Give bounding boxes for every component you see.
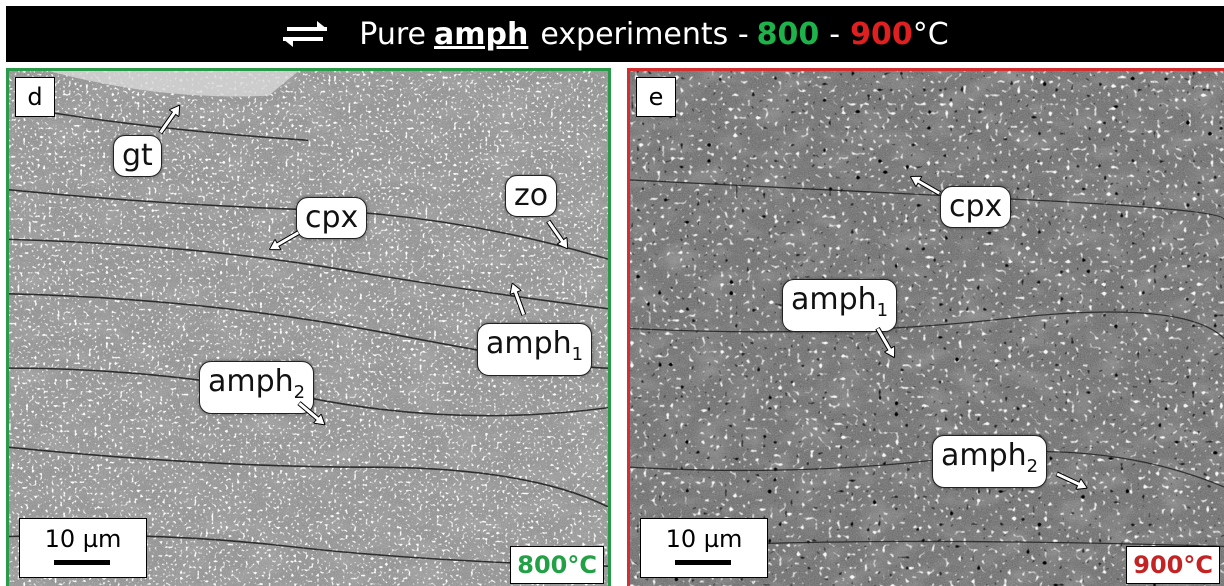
scale-line-e — [675, 560, 731, 565]
panel-d-micrograph: d gt cpx zo amph1 amph2 10 µm 800°C — [6, 68, 611, 586]
scale-line-d — [54, 560, 110, 565]
shear-arrows-icon — [283, 21, 328, 47]
panel-letter-d: d — [15, 77, 55, 117]
arrow-amph2-d-icon — [296, 400, 326, 426]
label-cpx-d: cpx — [296, 197, 368, 239]
panel-e-micrograph: e cpx amph1 amph2 10 µm 900°C — [627, 68, 1224, 586]
label-amph2-d: amph2 — [199, 361, 315, 414]
label-gt: gt — [113, 135, 162, 177]
arrow-amph1-e-icon — [875, 326, 896, 359]
arrow-cpx-d-icon — [268, 230, 301, 251]
scale-label-e: 10 µm — [665, 525, 743, 553]
title-temp-high: 900 — [850, 16, 913, 52]
label-amph1-e: amph1 — [782, 279, 898, 332]
label-zo: zo — [505, 175, 558, 217]
scale-bar-d: 10 µm — [19, 518, 147, 578]
arrow-amph1-d-icon — [509, 282, 527, 317]
arrow-gt-icon — [157, 104, 181, 135]
title-middle: experiments - — [540, 16, 749, 52]
title-mineral: amph — [434, 16, 529, 52]
sem-image-900 — [630, 71, 1224, 586]
scale-bar-e: 10 µm — [640, 518, 768, 578]
panel-letter-e: e — [636, 77, 676, 117]
title-prefix: Pure — [359, 16, 427, 52]
label-cpx-e: cpx — [940, 186, 1012, 228]
label-amph1-d: amph1 — [477, 323, 593, 376]
arrow-amph2-e-icon — [1055, 471, 1089, 490]
arrow-cpx-e-icon — [909, 175, 942, 196]
title-bar: Pure amph experiments - 800 - 900 °C — [6, 6, 1224, 62]
title-dash: - — [829, 16, 841, 52]
arrow-zo-icon — [545, 219, 569, 250]
temperature-label-e: 900°C — [1126, 546, 1220, 584]
title-unit: °C — [912, 16, 949, 52]
temperature-label-d: 800°C — [510, 546, 604, 584]
label-amph2-e: amph2 — [932, 435, 1048, 488]
scale-label-d: 10 µm — [44, 525, 122, 553]
title-temp-low: 800 — [756, 16, 820, 52]
